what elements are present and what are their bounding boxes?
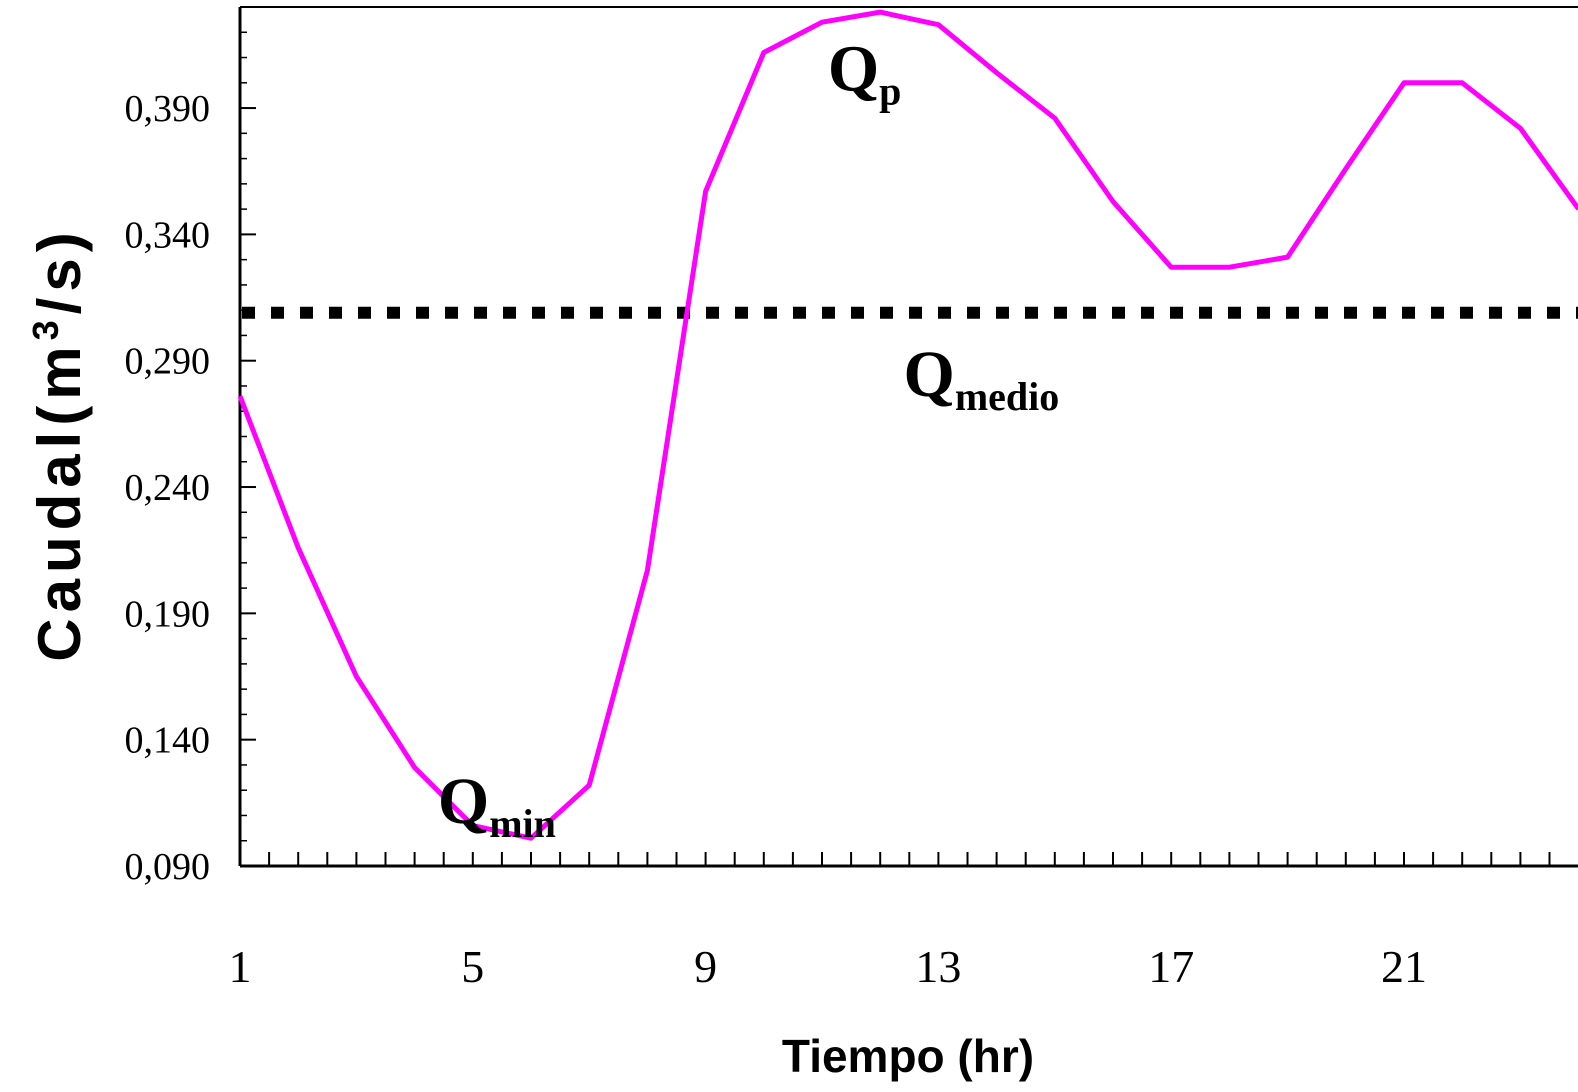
y-axis-title-sup: 3 [25,314,66,340]
annotation-q-symbol: Q [828,32,879,105]
x-tick-label: 1 [229,941,252,992]
y-axis-ticks: 0,090 0,140 0,190 0,240 0,290 0,340 0,390 [125,88,256,888]
x-tick-label: 9 [694,941,717,992]
y-axis-title: Caudal(m3/s) [25,226,93,661]
y-tick-label: 0,190 [125,593,211,635]
x-tick-label: 17 [1148,941,1194,992]
y-tick-label: 0,240 [125,467,211,509]
plot-frame [238,6,1578,868]
x-tick-label: 21 [1381,941,1427,992]
y-tick-label: 0,390 [125,88,211,130]
annotation-q-subscript: p [879,68,901,113]
annotation-q-p: Qp [828,32,902,113]
y-axis-title-suffix: /s) [26,226,93,314]
minor-ticks [240,31,1551,866]
x-tick-label: 13 [915,941,961,992]
y-tick-label: 0,140 [125,720,211,762]
annotation-q-symbol: Q [903,338,954,411]
annotation-q-min: Qmin [438,765,556,846]
annotation-q-subscript: min [489,801,556,846]
annotation-q-subscript: medio [955,374,1059,419]
y-axis-title-prefix: Caudal(m [26,340,93,661]
annotation-q-medio: Qmedio [903,338,1059,419]
y-tick-label: 0,290 [125,341,211,383]
x-tick-label: 5 [461,941,484,992]
y-tick-label: 0,090 [125,846,211,888]
x-axis-title: Tiempo (hr) [782,1030,1034,1082]
annotation-q-symbol: Q [438,765,489,838]
y-tick-label: 0,340 [125,214,211,256]
flow-series-line [237,9,1578,841]
series-group [237,9,1578,841]
x-axis-ticks: 1 5 9 13 17 21 [229,941,1428,992]
